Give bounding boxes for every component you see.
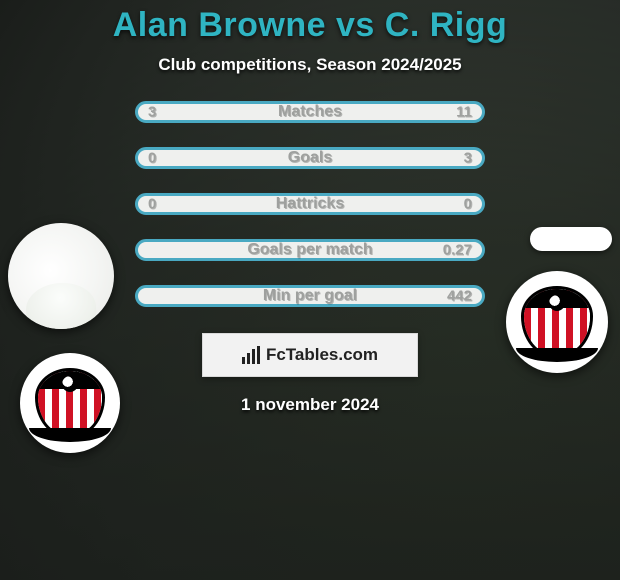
stat-row-matches: 3 Matches 11: [135, 101, 485, 123]
stat-row-goals-per-match: Goals per match 0.27: [135, 239, 485, 261]
comparison-card: Alan Browne vs C. Rigg Club competitions…: [0, 0, 620, 415]
player1-photo: [8, 223, 114, 329]
sunderland-crest-icon: [35, 368, 105, 438]
stat-left-value: 0: [148, 150, 156, 167]
stat-right-value: 442: [447, 288, 472, 305]
stat-left-value: 3: [148, 104, 156, 121]
stat-right-value: 0: [464, 196, 472, 213]
stat-label: Min per goal: [138, 287, 482, 305]
brand-text: FcTables.com: [266, 345, 378, 365]
stat-row-min-per-goal: Min per goal 442: [135, 285, 485, 307]
stat-right-value: 3: [464, 150, 472, 167]
stat-label: Hattricks: [138, 195, 482, 213]
page-title: Alan Browne vs C. Rigg: [0, 6, 620, 45]
bar-chart-icon: [242, 346, 260, 364]
stat-row-hattricks: 0 Hattricks 0: [135, 193, 485, 215]
stat-right-value: 0.27: [443, 242, 472, 259]
fctables-watermark: FcTables.com: [202, 333, 418, 377]
player1-club-badge: [20, 353, 120, 453]
subtitle: Club competitions, Season 2024/2025: [0, 55, 620, 75]
player2-shirt: [530, 227, 612, 251]
stat-label: Goals: [138, 149, 482, 167]
stat-row-goals: 0 Goals 3: [135, 147, 485, 169]
sunderland-crest-icon: [521, 286, 592, 357]
stat-label: Goals per match: [138, 241, 482, 259]
player2-club-badge: [506, 271, 608, 373]
stat-label: Matches: [138, 103, 482, 121]
stats-area: 3 Matches 11 0 Goals 3 0 Hattricks 0 Goa…: [0, 101, 620, 415]
stats-list: 3 Matches 11 0 Goals 3 0 Hattricks 0 Goa…: [135, 101, 485, 307]
stat-left-value: 0: [148, 196, 156, 213]
stat-right-value: 11: [456, 104, 472, 121]
